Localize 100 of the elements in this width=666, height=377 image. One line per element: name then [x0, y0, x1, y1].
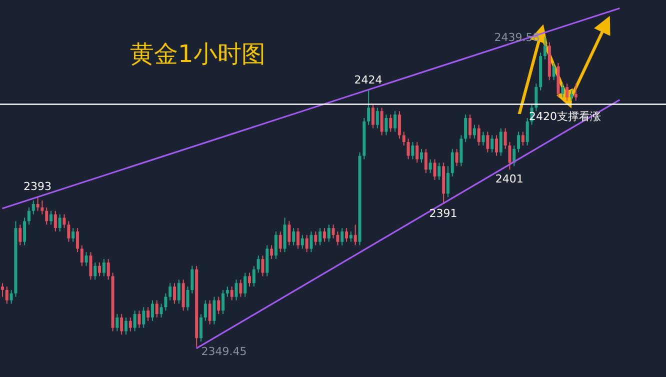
candlestick: [23, 217, 26, 246]
candlestick: [128, 316, 132, 332]
candlestick: [376, 107, 379, 129]
candlestick: [314, 230, 318, 246]
candlestick: [252, 265, 256, 288]
candlestick: [486, 131, 490, 153]
candlestick: [142, 306, 146, 328]
candlestick: [534, 83, 538, 112]
candlestick: [310, 230, 313, 253]
candlestick: [438, 162, 441, 180]
candlestick: [256, 255, 260, 274]
candlestick: [168, 282, 172, 301]
candlestick: [526, 117, 529, 146]
candlestick: [389, 114, 392, 132]
candlestick: [384, 114, 388, 136]
candlestick: [371, 104, 374, 129]
candlestick: [288, 220, 291, 246]
candlestick: [402, 131, 406, 146]
candlestick: [72, 228, 75, 242]
candlestick: [80, 244, 84, 266]
candlestick: [300, 234, 304, 250]
candlestick: [336, 230, 340, 246]
candlestick: [517, 131, 520, 153]
candlestick: [433, 158, 436, 180]
candlestick: [160, 303, 163, 318]
annotation: 2391: [429, 206, 458, 220]
candlestick: [138, 310, 141, 328]
candlestick: [367, 90, 370, 126]
candlestick: [406, 138, 410, 160]
annotation: 2393: [23, 180, 52, 194]
candlestick: [464, 114, 468, 143]
candlestick: [305, 234, 308, 253]
candlestick: [472, 124, 476, 140]
text: 黄金1小时图: [130, 39, 266, 70]
candlestick: [164, 292, 168, 312]
candlestick: [455, 148, 458, 167]
candlestick: [244, 272, 247, 298]
candlestick: [566, 83, 569, 102]
candlestick: [552, 62, 556, 81]
candlestick: [332, 224, 335, 239]
candlestick: [199, 314, 202, 342]
candlestick: [570, 90, 573, 102]
candlestick: [416, 142, 419, 164]
candlestick: [217, 296, 220, 315]
candlestick: [45, 206, 48, 226]
candlestick: [345, 228, 348, 242]
candlestick: [186, 286, 190, 312]
candlestick: [10, 289, 13, 304]
candlestick: [340, 228, 344, 246]
candlestick: [411, 142, 414, 160]
candlestick: [561, 83, 564, 98]
candlestick: [499, 128, 502, 156]
candlestick: [230, 286, 234, 301]
candlestick: [150, 300, 154, 322]
candlestick: [204, 300, 207, 322]
candlestick: [62, 214, 66, 229]
candlestick: [544, 36, 547, 60]
candlestick: [322, 228, 326, 242]
candlestick: [212, 296, 216, 325]
candlestick: [508, 142, 512, 170]
candlestick: [208, 300, 212, 325]
candlestick: [190, 265, 194, 294]
candlestick: [32, 200, 35, 215]
candlestick: [380, 107, 384, 136]
candlestick: [173, 282, 176, 304]
candlestick: [468, 114, 472, 140]
candlestick: [574, 83, 578, 102]
candlestick: [239, 279, 242, 298]
candlestick: [76, 228, 79, 253]
candlestick: [36, 196, 40, 212]
candlestick: [234, 279, 238, 301]
candlestick: [424, 148, 428, 174]
annotation: 2401: [495, 172, 524, 186]
candlestick: [261, 255, 264, 277]
candlestick: [278, 230, 282, 253]
candlestick: [120, 314, 124, 336]
candlestick: [116, 314, 119, 332]
candlestick: [58, 214, 62, 232]
candlestick: [5, 286, 8, 304]
candlestick: [327, 224, 330, 242]
candlestick: [155, 300, 158, 318]
candlestick: [67, 220, 70, 242]
candlestick: [146, 306, 150, 322]
candlestick: [248, 272, 251, 288]
candlestick: [318, 228, 322, 246]
candlestick: [394, 110, 397, 132]
candlestick: [27, 206, 30, 226]
candlestick: [102, 258, 106, 277]
candlestick: [428, 158, 432, 174]
candlestick: [54, 210, 57, 232]
candlestick: [521, 131, 524, 146]
candlestick: [133, 310, 136, 332]
candlestick: [84, 252, 88, 266]
candlestick: [477, 124, 480, 146]
candlestick: [94, 262, 97, 280]
candlestick: [490, 134, 494, 153]
candlestick: [349, 230, 352, 242]
candlestick: [450, 148, 454, 177]
candlestick: [18, 224, 22, 246]
candlestick: [40, 200, 44, 215]
